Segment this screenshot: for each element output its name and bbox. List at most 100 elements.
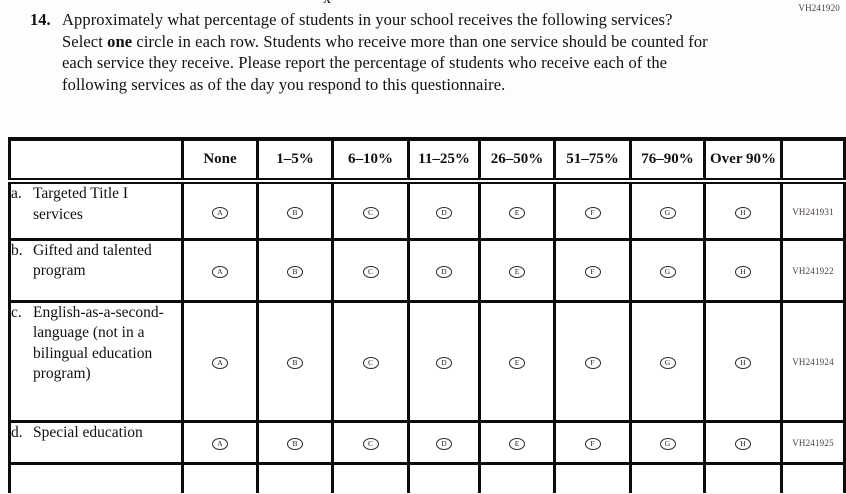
table-row-esl: c. English-as-a-second-language (not in …	[8, 299, 846, 423]
row-label: English-as-a-second-language (not in a b…	[33, 303, 164, 382]
answer-cell-6-10: C	[331, 419, 410, 465]
row-letter: d.	[11, 423, 23, 441]
answer-cell-51-75: F	[553, 237, 632, 303]
option-bubble-h[interactable]: H	[735, 206, 751, 219]
question-accession-code: VH241920	[798, 3, 840, 13]
option-bubble-g[interactable]: G	[659, 356, 676, 369]
question-text: Approximately what percentage of student…	[62, 9, 712, 95]
header-cell-6-10: 6–10%	[331, 137, 410, 184]
option-bubble-f[interactable]: F	[584, 356, 601, 369]
option-bubble-b[interactable]: B	[287, 265, 303, 278]
answer-cell-6-10: C	[331, 237, 410, 303]
answer-cell-11-25: D	[407, 237, 481, 303]
option-bubble-b[interactable]: B	[287, 437, 303, 450]
row-accession-code-cell: VH241922	[780, 237, 846, 303]
services-percentage-table: None 1–5% 6–10% 11–25% 26–50% 51–75% 76–…	[8, 137, 846, 493]
option-bubble-g[interactable]: G	[659, 437, 676, 450]
answer-cell-51-75: F	[553, 419, 632, 465]
header-cell-26-50: 26–50%	[478, 137, 556, 184]
answer-cell-26-50: E	[478, 237, 556, 303]
answer-cell-11-25: D	[407, 299, 481, 423]
row-letter: c.	[11, 303, 22, 321]
option-bubble-a[interactable]: A	[212, 437, 228, 450]
option-bubble-g[interactable]: G	[659, 265, 676, 278]
row-accession-code: VH241931	[792, 206, 834, 217]
answer-cell-none: A	[181, 179, 259, 241]
answer-cell-26-50: E	[478, 419, 556, 465]
row-label: Targeted Title I services	[33, 185, 129, 223]
question-bold-word: one	[107, 31, 133, 51]
option-bubble-a[interactable]: A	[212, 265, 228, 278]
header-cell-76-90: 76–90%	[629, 137, 706, 184]
option-bubble-e[interactable]: E	[509, 206, 525, 219]
row-accession-code: VH241922	[792, 266, 834, 276]
option-bubble-d[interactable]: D	[436, 265, 452, 278]
option-bubble-d[interactable]: D	[436, 356, 452, 369]
option-bubble-c[interactable]: C	[362, 437, 379, 450]
row-label: Special education	[33, 423, 143, 441]
option-bubble-e[interactable]: E	[509, 265, 525, 278]
row-label-cell: c. English-as-a-second-language (not in …	[8, 299, 184, 423]
option-bubble-d[interactable]: D	[436, 437, 452, 450]
table-row-targeted-title-1: a. Targeted Title I services A B C D E F…	[8, 179, 846, 241]
option-bubble-b[interactable]: B	[287, 356, 303, 369]
row-label-cell: a. Targeted Title I services	[8, 179, 184, 241]
answer-cell-6-10: C	[331, 299, 410, 423]
answer-cell-none: A	[181, 299, 259, 423]
answer-cell-51-75: F	[553, 299, 632, 423]
option-bubble-f[interactable]: F	[584, 265, 601, 278]
answer-cell-1-5: B	[256, 299, 334, 423]
question-text-part1: Approximately what percentage of student…	[62, 10, 673, 51]
row-accession-code-cell: VH241925	[780, 419, 846, 465]
header-cell-empty	[8, 137, 184, 184]
header-cell-1-5: 1–5%	[256, 137, 334, 184]
table-row-gifted-talented: b. Gifted and talented program A B C D E…	[8, 237, 846, 303]
row-label: Gifted and talented program	[33, 241, 152, 279]
answer-cell-76-90: G	[629, 299, 706, 423]
answer-cell-76-90: G	[629, 419, 706, 465]
answer-cell-1-5: B	[256, 179, 334, 241]
option-bubble-g[interactable]: G	[659, 206, 676, 219]
option-bubble-c[interactable]: C	[362, 356, 379, 369]
option-bubble-c[interactable]: C	[362, 265, 379, 278]
option-bubble-a[interactable]: A	[212, 356, 228, 369]
answer-cell-11-25: D	[407, 419, 481, 465]
option-bubble-d[interactable]: D	[436, 206, 452, 219]
answer-cell-76-90: G	[629, 179, 706, 241]
row-accession-code: VH241924	[792, 357, 834, 367]
answer-cell-none: A	[181, 419, 259, 465]
option-bubble-e[interactable]: E	[509, 437, 525, 450]
option-bubble-f[interactable]: F	[584, 206, 601, 219]
table-header-row: None 1–5% 6–10% 11–25% 26–50% 51–75% 76–…	[8, 137, 846, 184]
answer-cell-1-5: B	[256, 237, 334, 303]
answer-cell-none: A	[181, 237, 259, 303]
table-row-special-education: d. Special education A B C D E F G H VH2…	[8, 419, 846, 465]
answer-cell-over-90: H	[703, 299, 783, 423]
answer-cell-11-25: D	[407, 179, 481, 241]
header-cell-over-90: Over 90%	[703, 137, 783, 184]
option-bubble-a[interactable]: A	[212, 206, 228, 219]
answer-cell-over-90: H	[703, 179, 783, 241]
option-bubble-h[interactable]: H	[735, 265, 751, 278]
question-block: 14. Approximately what percentage of stu…	[30, 9, 720, 95]
answer-cell-51-75: F	[553, 179, 632, 241]
answer-cell-6-10: C	[331, 179, 410, 241]
question-number: 14.	[30, 10, 51, 29]
answer-cell-26-50: E	[478, 179, 556, 241]
option-bubble-h[interactable]: H	[735, 356, 751, 369]
row-accession-code-cell: VH241924	[780, 299, 846, 423]
answer-cell-over-90: H	[703, 419, 783, 465]
option-bubble-b[interactable]: B	[287, 206, 303, 219]
option-bubble-f[interactable]: F	[584, 437, 601, 450]
row-accession-code-cell: VH241931	[780, 179, 846, 241]
cropped-text-fragment: x	[323, 0, 331, 8]
header-cell-51-75: 51–75%	[553, 137, 632, 184]
row-accession-code: VH241925	[792, 438, 834, 448]
option-bubble-c[interactable]: C	[362, 206, 379, 219]
option-bubble-e[interactable]: E	[509, 356, 525, 369]
option-bubble-h[interactable]: H	[735, 437, 751, 450]
answer-cell-over-90: H	[703, 237, 783, 303]
answer-cell-76-90: G	[629, 237, 706, 303]
header-cell-none: None	[181, 137, 259, 184]
row-label-cell: d. Special education	[8, 419, 184, 465]
